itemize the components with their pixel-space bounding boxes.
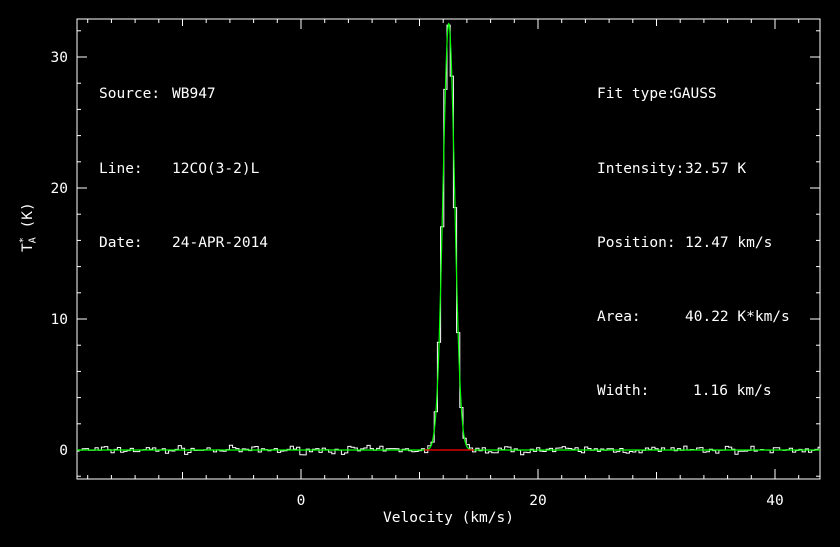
fit-results: Fit type: GAUSS Intensity: 32.57 K Positio… [597, 33, 790, 428]
fit-key: Intensity: [597, 160, 685, 177]
info-row-source: Source: WB947 [99, 82, 268, 107]
y-axis-label-sub: A [27, 237, 39, 244]
fit-value: 32.57 K [685, 160, 747, 177]
axis-ticks [77, 19, 820, 479]
fit-row-type: Fit type: GAUSS [597, 82, 790, 107]
info-row-line: Line: 12CO(3-2)L [99, 157, 268, 182]
info-value: WB947 [172, 86, 216, 103]
fit-value: 40.22 K*km/s [685, 308, 790, 325]
fit-row-area: Area: 40.22 K*km/s [597, 305, 790, 330]
fit-row-position: Position: 12.47 km/s [597, 231, 790, 256]
fit-value: 1.16 km/s [693, 382, 772, 399]
fit-key: Area: [597, 308, 641, 325]
fit-key: Width: [597, 382, 650, 399]
fit-row-width: Width: 1.16 km/s [597, 379, 790, 404]
info-row-date: Date: 24-APR-2014 [99, 231, 268, 256]
x-tick-label: 0 [297, 493, 306, 509]
x-tick-label: 20 [529, 493, 546, 509]
observation-info: Source: WB947 Line: 12CO(3-2)L Date: 24-APR… [99, 33, 268, 280]
info-key: Date: [99, 234, 143, 251]
info-value: 12CO(3-2)L [172, 160, 260, 177]
y-axis-label-main: T [19, 243, 36, 252]
info-value: 24-APR-2014 [172, 234, 269, 251]
x-tick-label: 40 [766, 493, 783, 509]
fit-row-intensity: Intensity: 32.57 K [597, 157, 790, 182]
fit-key: Position: [597, 234, 676, 251]
info-key: Line: [99, 160, 143, 177]
y-tick-label: 0 [59, 443, 68, 459]
y-axis-label-sup: * [18, 237, 29, 244]
fit-key: Fit type: [597, 86, 676, 103]
fit-value: 12.47 km/s [685, 234, 773, 251]
axis-tick-labels: 0 20 40 0 10 20 30 [51, 50, 784, 509]
fit-value: GAUSS [673, 86, 717, 103]
y-axis-label: TA* (K) [18, 202, 39, 252]
plot-frame [76, 18, 821, 480]
y-tick-label: 10 [51, 312, 68, 328]
info-key: Source: [99, 86, 161, 103]
y-tick-label: 20 [51, 181, 68, 197]
y-tick-label: 30 [51, 50, 68, 66]
x-axis-label: Velocity (km/s) [383, 510, 514, 526]
gaussian-fit-line [77, 22, 820, 451]
y-axis-label-unit: (K) [19, 202, 36, 238]
